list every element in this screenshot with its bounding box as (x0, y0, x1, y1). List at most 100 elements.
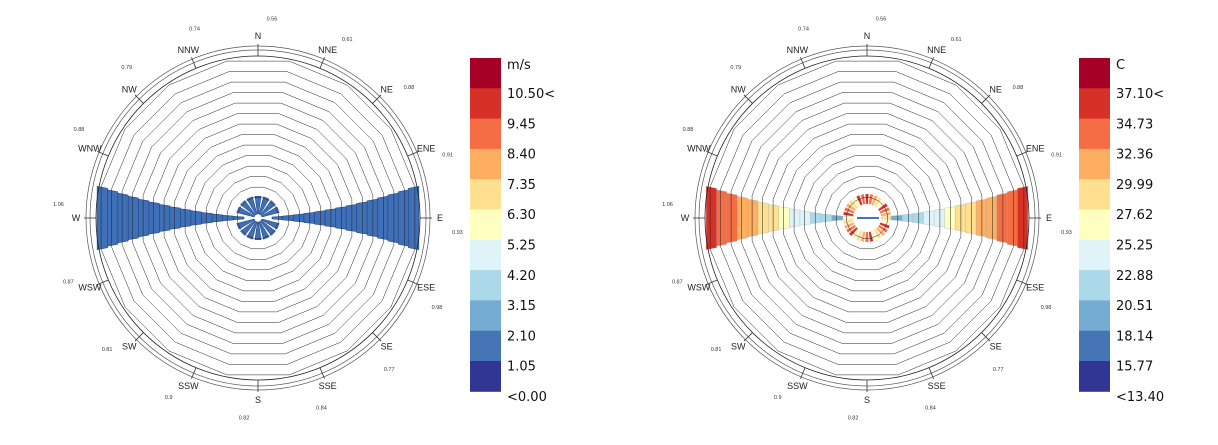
petal-segment (757, 201, 769, 235)
petal-segment (1017, 186, 1029, 250)
petal-segment (879, 207, 890, 214)
direction-label-ESE: ESE (417, 283, 435, 293)
petal-segment (843, 219, 854, 225)
direction-tick (981, 332, 991, 342)
petal-segment (789, 208, 801, 228)
legend-label: 6.30 (507, 208, 536, 223)
legend-label: 34.73 (1116, 117, 1153, 132)
rose-ring (100, 60, 416, 376)
petal-segment (258, 221, 270, 240)
petal-segment (852, 197, 861, 208)
rose-ring (226, 186, 290, 250)
color-legend: C 37.10< 34.73 32.36 29.99 27.62 25.25 22.88 20.… (1079, 58, 1164, 405)
petal-segment (873, 197, 882, 208)
legend-label: 7.35 (507, 178, 536, 193)
petal-segment (233, 216, 245, 220)
petal-segment (955, 204, 966, 232)
direction-tick (191, 367, 197, 379)
direction-label-NNW: NNW (178, 45, 200, 55)
petal-segment (260, 200, 276, 216)
legend-swatch (470, 179, 501, 210)
direction-percent-label: 0.84 (925, 406, 936, 412)
direction-label-WNW: WNW (687, 143, 711, 153)
direction-percent-label: 0.91 (1051, 153, 1062, 159)
wind-speed-rose-panel: N 0.56 NNE 0.61 NE 0.88 ENE 0.91 E 0.93 ESE 0.98 SE 0… (0, 0, 609, 440)
petal-segment (831, 215, 843, 221)
rose-ring (216, 176, 300, 260)
wind-speed-rose-chart: N 0.56 NNE 0.61 NE 0.88 ENE 0.91 E 0.93 ESE 0.98 SE 0… (53, 16, 555, 421)
direction-percent-label: 0.88 (404, 85, 415, 91)
direction-percent-label: 1.06 (662, 202, 673, 208)
rose-ring (751, 102, 983, 334)
direction-tick (319, 57, 325, 69)
rose-ring (205, 165, 311, 271)
direction-percent-label: 0.79 (730, 65, 741, 71)
petal-segment (923, 210, 935, 226)
petal-segment (261, 218, 280, 230)
direction-percent-label: 0.87 (672, 279, 683, 285)
legend-swatch (470, 58, 501, 89)
direction-tick (800, 367, 806, 379)
legend-swatch (1079, 118, 1110, 150)
legend-unit: m/s (507, 58, 531, 73)
petal-segment (876, 199, 886, 209)
petal-segment (190, 210, 202, 226)
legend-label: 32.36 (1116, 148, 1153, 163)
direction-tick (1016, 151, 1028, 157)
direction-tick (1016, 279, 1028, 285)
rose-ring (195, 155, 321, 281)
legend-label: 22.88 (1116, 269, 1153, 284)
rose-ring (793, 144, 941, 292)
petal-segment (169, 206, 181, 230)
legend-swatch (470, 330, 501, 362)
direction-tick (97, 151, 109, 157)
legend-swatch (470, 209, 501, 241)
legend-swatch (1079, 58, 1110, 89)
petal-segment (842, 216, 854, 220)
rose-ring (174, 134, 342, 302)
petal-segment (282, 214, 294, 222)
legend-label: 1.05 (507, 360, 536, 375)
petal-segment (107, 189, 119, 247)
direction-percent-label: 0.93 (1061, 230, 1072, 236)
legend-label: <0.00 (507, 390, 547, 405)
direction-percent-label: 0.81 (102, 347, 113, 353)
petal-segment (844, 222, 855, 229)
direction-tick (928, 367, 934, 379)
direction-label-WSW: WSW (78, 283, 101, 293)
petal-segment (254, 221, 262, 241)
petal-segment (912, 212, 924, 224)
legend-swatch (470, 270, 501, 301)
direction-percent-label: 0.61 (342, 37, 353, 43)
legend-label: 8.40 (507, 148, 536, 163)
direction-tick (191, 57, 197, 69)
rose-ring (804, 155, 930, 281)
petal-segment (1006, 189, 1018, 247)
direction-percent-label: 0.56 (876, 16, 887, 22)
legend-label: 2.10 (507, 329, 536, 344)
petal-segment (240, 200, 256, 216)
direction-label-NE: NE (380, 84, 393, 94)
direction-label-N: N (255, 31, 262, 41)
direction-tick (97, 279, 109, 285)
rose-ring (772, 123, 962, 313)
petal-segment (996, 192, 1008, 244)
direction-labels: N 0.56 NNE 0.61 NE 0.88 ENE 0.91 E 0.93 ESE 0.98 SE 0… (53, 16, 463, 421)
direction-label-WSW: WSW (687, 283, 710, 293)
legend-swatch (1079, 148, 1110, 180)
petal-segment (856, 195, 863, 206)
direction-label-ENE: ENE (417, 143, 436, 153)
legend-swatch (1079, 239, 1110, 271)
direction-label-NE: NE (989, 84, 1002, 94)
petal-segment (260, 220, 276, 236)
petal-segment (716, 189, 728, 247)
legend-swatch (1079, 88, 1110, 120)
legend-label: 10.50< (507, 87, 555, 102)
legend-swatch (1079, 270, 1110, 301)
rose-ring (163, 123, 353, 313)
rose-ring (132, 92, 384, 344)
legend-label: <13.40 (1116, 390, 1164, 405)
direction-percent-label: 0.84 (316, 406, 327, 412)
petal-segment (180, 208, 192, 228)
legend-label: 20.51 (1116, 299, 1153, 314)
